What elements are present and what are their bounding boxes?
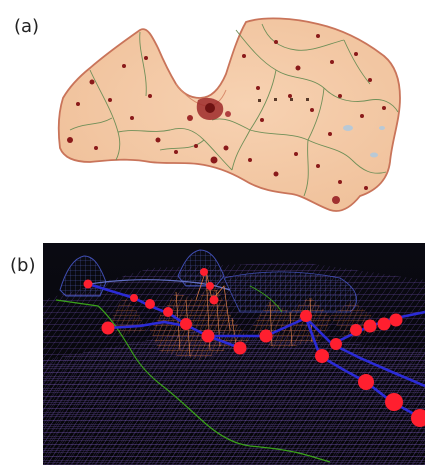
terrain-node (130, 294, 138, 302)
terrain-node (259, 329, 273, 343)
terrain-node (350, 324, 362, 336)
terrain-node (300, 310, 312, 322)
terrain-node (209, 295, 219, 305)
terrain-node (315, 349, 329, 363)
region-boundaries (69, 23, 399, 197)
terrain-node (358, 374, 374, 390)
terrain-node (101, 321, 115, 335)
red-nodes (83, 268, 425, 427)
terrain-node (411, 409, 425, 427)
terrain-node (206, 282, 214, 290)
terrain-node (363, 319, 377, 333)
terrain-node (200, 268, 208, 276)
settlement-markers (67, 34, 386, 204)
country-map (57, 17, 401, 212)
terrain-node (201, 329, 215, 343)
terrain-node (145, 299, 155, 309)
blue-ridges (59, 249, 357, 313)
terrain-node (163, 307, 173, 317)
terrain-node (233, 341, 247, 355)
terrain-node (385, 393, 403, 411)
terrain-node (180, 318, 192, 330)
terrain-node (389, 313, 403, 327)
green-contour-line (55, 299, 331, 463)
panel-b-label: (b) (10, 255, 36, 276)
capital-region (187, 97, 231, 121)
panel-a-label: (a) (14, 16, 40, 37)
terrain-node (83, 279, 93, 289)
terrain-node (330, 338, 342, 350)
terrain-node (377, 317, 391, 331)
map-letter-marks (258, 98, 309, 102)
lakes (343, 125, 385, 158)
